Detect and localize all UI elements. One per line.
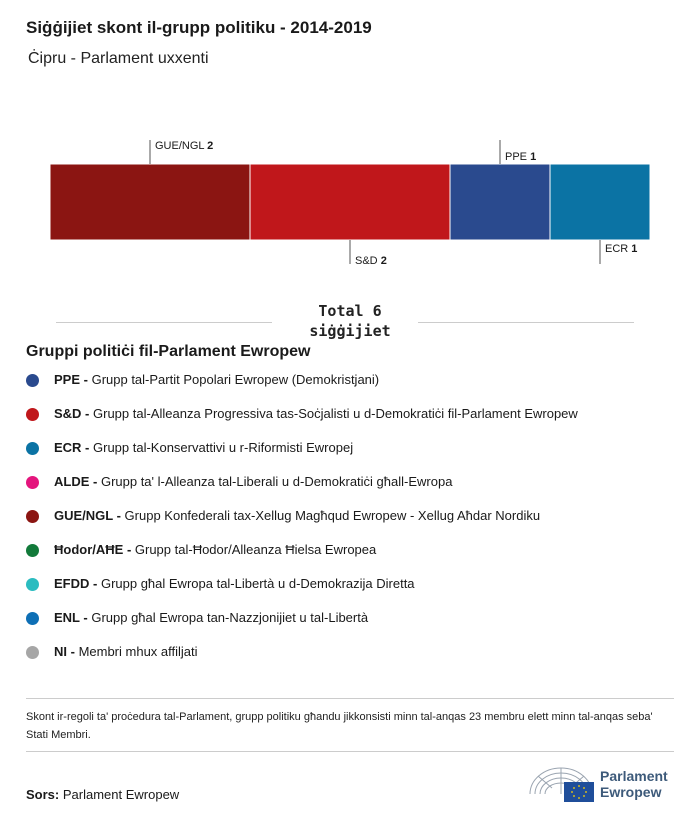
- legend-text: Ħodor/AĦE - Grupp tal-Ħodor/Alleanza Ħie…: [54, 540, 376, 560]
- legend-text: NI - Membri mhux affiljati: [54, 642, 198, 662]
- seats-bar-chart: GUE/NGL 2 S&D 2 PPE 1 ECR 1: [49, 140, 651, 267]
- legend-text: PPE - Grupp tal-Partit Popolari Ewropew …: [54, 370, 379, 390]
- legend-desc: Grupp għal Ewropa tal-Libertà u d-Demokr…: [100, 576, 415, 591]
- source-value: Parlament Ewropew: [62, 787, 180, 802]
- legend-text: ENL - Grupp għal Ewropa tan-Nazzjonijiet…: [54, 608, 368, 628]
- legend-desc: Membri mhux affiljati: [78, 644, 198, 659]
- hemicycle-icon: [529, 767, 594, 802]
- legend-text: ECR - Grupp tal-Konservattivi u r-Riform…: [54, 438, 353, 458]
- legend-code: EFDD -: [54, 576, 101, 591]
- page-title: Siġġijiet skont il-grupp politiku - 2014…: [26, 18, 372, 37]
- total-rule-left: [56, 322, 272, 323]
- legend-code: ECR -: [54, 440, 93, 455]
- legend-desc: Grupp tal-Ħodor/Alleanza Ħielsa Ewropea: [134, 542, 377, 557]
- label-gue-ngl: GUE/NGL 2: [155, 140, 213, 152]
- legend-dot-icon: [26, 510, 39, 523]
- legend-desc: Grupp għal Ewropa tan-Nazzjonijiet u tal…: [91, 610, 369, 625]
- legend-desc: Grupp tal-Konservattivi u r-Riformisti E…: [93, 440, 354, 455]
- legend-dot-icon: [26, 578, 39, 591]
- legend-dot-icon: [26, 612, 39, 625]
- label-ppe: PPE 1: [505, 151, 536, 163]
- legend-title: Gruppi politiċi fil-Parlament Ewropew: [26, 343, 311, 360]
- legend-dot-icon: [26, 442, 39, 455]
- logo-line2: Ewropew: [600, 784, 662, 800]
- label-s-d: S&D 2: [355, 255, 387, 267]
- legend-code: NI -: [54, 644, 79, 659]
- legend-code: ENL -: [54, 610, 92, 625]
- legend-code: GUE/NGL -: [54, 508, 125, 523]
- legend-dot-icon: [26, 544, 39, 557]
- total-unit: siġġijiet: [309, 322, 391, 340]
- total-rule-right: [418, 322, 634, 323]
- legend-dot-icon: [26, 476, 39, 489]
- page-subtitle: Ċipru - Parlament uxxenti: [28, 50, 209, 67]
- legend-code: Ħodor/AĦE -: [54, 542, 135, 557]
- source: Sors: Parlament Ewropew: [26, 787, 179, 802]
- divider-bottom: [26, 751, 674, 752]
- legend-text: S&D - Grupp tal-Alleanza Progressiva tas…: [54, 404, 578, 424]
- parliament-logo: Parlament Ewropew: [528, 762, 688, 806]
- bar-ecr: [549, 163, 651, 241]
- legend-text: EFDD - Grupp għal Ewropa tal-Libertà u d…: [54, 574, 415, 594]
- legend-dot-icon: [26, 374, 39, 387]
- legend-text: GUE/NGL - Grupp Konfederali tax-Xellug M…: [54, 506, 540, 526]
- legend-code: PPE -: [54, 372, 92, 387]
- label-ecr: ECR 1: [605, 243, 637, 255]
- legend-dot-icon: [26, 646, 39, 659]
- total-label: Total 6: [318, 302, 382, 320]
- divider-top: [26, 698, 674, 699]
- bar-gue-ngl: [49, 163, 251, 241]
- legend-desc: Grupp tal-Partit Popolari Ewropew (Demok…: [91, 372, 380, 387]
- legend-desc: Grupp ta' l-Alleanza tal-Liberali u d-De…: [100, 474, 453, 489]
- legend-code: ALDE -: [54, 474, 101, 489]
- footnote: Skont ir-regoli ta' proċedura tal-Parlam…: [26, 711, 653, 741]
- legend-code: S&D -: [54, 406, 93, 421]
- legend-text: ALDE - Grupp ta' l-Alleanza tal-Liberali…: [54, 472, 452, 492]
- legend-desc: Grupp tal-Alleanza Progressiva tas-Soċja…: [93, 406, 578, 421]
- legend-dot-icon: [26, 408, 39, 421]
- logo-line1: Parlament: [600, 768, 668, 784]
- bar-s-d: [249, 163, 451, 241]
- total-seats: Total 6 siġġijiet: [270, 301, 430, 341]
- source-label: Sors:: [26, 787, 60, 802]
- legend-desc: Grupp Konfederali tax-Xellug Magħqud Ewr…: [124, 508, 541, 523]
- bar-ppe: [449, 163, 551, 241]
